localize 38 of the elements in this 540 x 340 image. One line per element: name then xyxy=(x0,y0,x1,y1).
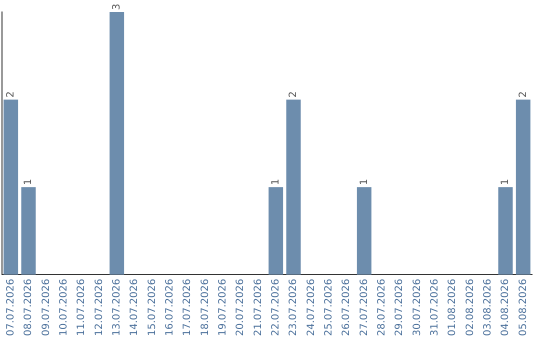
x-tick-label: 18.07.2026 xyxy=(200,278,211,336)
x-tick-label: 12.07.2026 xyxy=(94,278,105,336)
data-label: 1 xyxy=(270,178,282,186)
data-label: 1 xyxy=(23,178,34,186)
x-tick-label: 09.07.2026 xyxy=(40,278,52,336)
x-tick-label: 01.08.2026 xyxy=(447,278,458,336)
x-tick-label: 15.07.2026 xyxy=(146,278,158,336)
x-tick-label: 29.07.2026 xyxy=(394,278,406,336)
x-tick-label: 04.08.2026 xyxy=(500,278,512,336)
x-tick-label: 22.07.2026 xyxy=(270,278,282,336)
x-tick-label: 16.07.2026 xyxy=(164,278,176,336)
x-tick-label: 14.07.2026 xyxy=(129,278,140,336)
x-tick-label: 20.07.2026 xyxy=(235,278,246,336)
data-label: 2 xyxy=(288,91,300,98)
data-label: 2 xyxy=(518,91,529,98)
x-tick-label: 26.07.2026 xyxy=(341,278,352,336)
x-tick-label: 24.07.2026 xyxy=(306,278,317,336)
x-tick-label: 28.07.2026 xyxy=(376,278,388,336)
x-tick-label: 05.08.2026 xyxy=(518,278,529,336)
data-label: 3 xyxy=(111,4,122,10)
data-label: 1 xyxy=(358,178,370,186)
x-tick-label: 02.08.2026 xyxy=(464,278,476,336)
x-tick-label: 03.08.2026 xyxy=(482,278,494,336)
x-tick-label: 13.07.2026 xyxy=(111,278,122,336)
x-tick-label: 10.07.2026 xyxy=(58,278,70,336)
x-tick-label: 19.07.2026 xyxy=(217,278,228,336)
x-tick-label: 21.07.2026 xyxy=(252,278,264,336)
x-tick-label: 30.07.2026 xyxy=(412,278,423,336)
x-tick-label: 27.07.2026 xyxy=(358,278,370,336)
x-tick-label: 23.07.2026 xyxy=(288,278,300,336)
x-tick-label: 07.07.2026 xyxy=(5,278,16,336)
x-tick-label: 25.07.2026 xyxy=(323,278,334,336)
x-tick-label: 08.07.2026 xyxy=(23,278,34,336)
x-tick-label: 31.07.2026 xyxy=(429,278,440,336)
x-tick-label: 17.07.2026 xyxy=(182,278,194,336)
data-label: 1 xyxy=(500,178,512,186)
data-label: 2 xyxy=(5,91,16,98)
x-tick-label: 11.07.2026 xyxy=(76,278,88,336)
